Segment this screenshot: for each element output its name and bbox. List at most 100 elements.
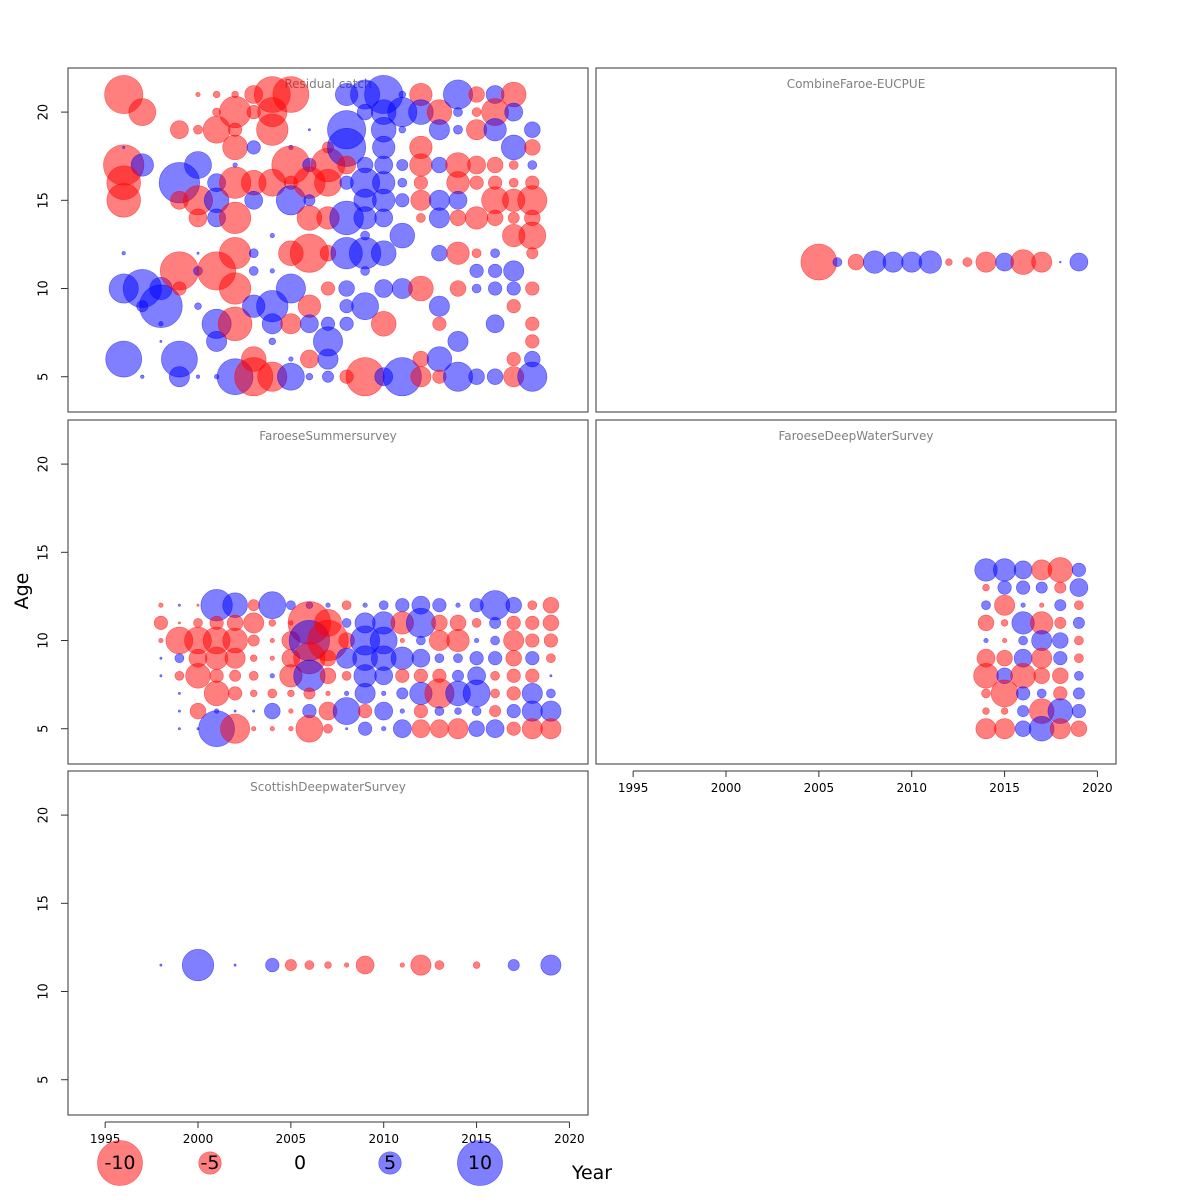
bubble-point bbox=[303, 687, 316, 700]
bubble-point bbox=[1000, 707, 1009, 715]
x-tick-label: 2000 bbox=[183, 1132, 214, 1146]
bubble-point bbox=[468, 720, 485, 737]
bubble-point bbox=[324, 961, 332, 969]
y-tick-label: 15 bbox=[37, 544, 52, 561]
bubble-point bbox=[272, 76, 310, 113]
bubble-point bbox=[1016, 580, 1031, 595]
bubble-point bbox=[1047, 557, 1073, 583]
bubble-point bbox=[1031, 647, 1053, 669]
bubble-point bbox=[525, 281, 540, 296]
bubble-point bbox=[525, 316, 540, 331]
bubble-point bbox=[1031, 251, 1053, 273]
bubble-point bbox=[341, 618, 352, 628]
bubble-point bbox=[280, 313, 302, 335]
bubble-point bbox=[295, 714, 324, 743]
bubble-point bbox=[233, 963, 237, 967]
bubble-point bbox=[264, 702, 281, 720]
bubble-point bbox=[1049, 718, 1071, 740]
bubble-point bbox=[975, 251, 997, 273]
bubble-point bbox=[181, 949, 215, 982]
bubble-point bbox=[452, 669, 464, 682]
bubble-point bbox=[345, 727, 349, 731]
bubble-point bbox=[288, 356, 294, 362]
y-tick-label: 20 bbox=[37, 104, 52, 121]
bubble-point bbox=[153, 615, 168, 630]
bubble-point bbox=[507, 211, 520, 224]
legend-bubble bbox=[457, 1140, 503, 1186]
bubble-point bbox=[521, 718, 543, 740]
bubble-point bbox=[1052, 632, 1069, 649]
bubble-point bbox=[397, 177, 408, 188]
bubble-point bbox=[288, 726, 294, 732]
bubble-point bbox=[501, 134, 527, 161]
bubble-point bbox=[471, 706, 482, 716]
bubble-point bbox=[325, 690, 331, 696]
bubble-point bbox=[105, 340, 142, 378]
bubble-point bbox=[471, 248, 482, 258]
bubble-point bbox=[469, 263, 484, 278]
bubble-point bbox=[372, 188, 396, 212]
bubble-point bbox=[469, 175, 484, 190]
bubble-point bbox=[410, 954, 432, 976]
bubble-point bbox=[996, 650, 1013, 667]
bubble-point bbox=[351, 292, 379, 321]
bubble-point bbox=[506, 352, 521, 367]
bubble-point bbox=[1074, 670, 1084, 681]
bubble-point bbox=[341, 600, 352, 611]
x-axis-label: Year bbox=[571, 1162, 612, 1184]
bubble-point bbox=[222, 134, 248, 161]
bubble-point bbox=[177, 709, 181, 713]
bubble-point bbox=[997, 580, 1012, 595]
bubble-point bbox=[1002, 637, 1008, 644]
y-tick-label: 5 bbox=[37, 725, 52, 733]
bubble-point bbox=[130, 153, 154, 177]
bubble-point bbox=[195, 374, 201, 379]
x-tick-label: 2000 bbox=[711, 781, 742, 795]
bubble-point bbox=[449, 614, 467, 632]
bubble-point bbox=[468, 368, 485, 385]
bubble-point bbox=[185, 663, 211, 689]
y-tick-label: 20 bbox=[37, 807, 52, 824]
x-tick-label: 2005 bbox=[804, 781, 835, 795]
bubble-point bbox=[432, 316, 447, 331]
bubble-point bbox=[300, 314, 319, 334]
bubble-point bbox=[489, 616, 502, 629]
bubble-point bbox=[467, 155, 486, 175]
bubble-point bbox=[471, 283, 482, 294]
bubble-point bbox=[546, 653, 556, 664]
bubble-point bbox=[472, 961, 481, 969]
bubble-point bbox=[490, 688, 500, 699]
bubble-point bbox=[217, 306, 253, 341]
x-tick-label: 2010 bbox=[368, 1132, 399, 1146]
bubble-point bbox=[428, 207, 450, 229]
bubble-point bbox=[389, 222, 415, 249]
bubble-point bbox=[269, 637, 275, 644]
y-tick-label: 10 bbox=[37, 280, 52, 297]
bubble-point bbox=[288, 708, 294, 714]
bubble-point bbox=[525, 633, 540, 648]
bubble-point bbox=[344, 690, 350, 696]
bubble-point bbox=[399, 637, 405, 644]
bubble-point bbox=[1074, 635, 1084, 646]
bubble-point bbox=[177, 603, 181, 607]
bubble-point bbox=[455, 602, 461, 608]
bubble-point bbox=[268, 337, 276, 346]
bubble-point bbox=[474, 637, 480, 644]
bubble-point bbox=[360, 266, 370, 276]
panel-frame bbox=[67, 67, 589, 413]
bubble-point bbox=[371, 311, 397, 337]
y-tick-label: 10 bbox=[37, 632, 52, 649]
bubble-point bbox=[307, 128, 311, 132]
bubble-point bbox=[962, 257, 973, 267]
bubble-point bbox=[434, 960, 445, 970]
bubble-point bbox=[416, 635, 426, 646]
bubble-point bbox=[128, 98, 157, 126]
bubble-point bbox=[1018, 635, 1028, 646]
bubble-point bbox=[398, 90, 406, 99]
panel-title: ScottishDeepwaterSurvey bbox=[250, 780, 406, 794]
bubble-point bbox=[1000, 619, 1009, 627]
bubble-point bbox=[489, 705, 502, 718]
bubble-point bbox=[525, 615, 540, 630]
bubble-point bbox=[332, 697, 361, 725]
